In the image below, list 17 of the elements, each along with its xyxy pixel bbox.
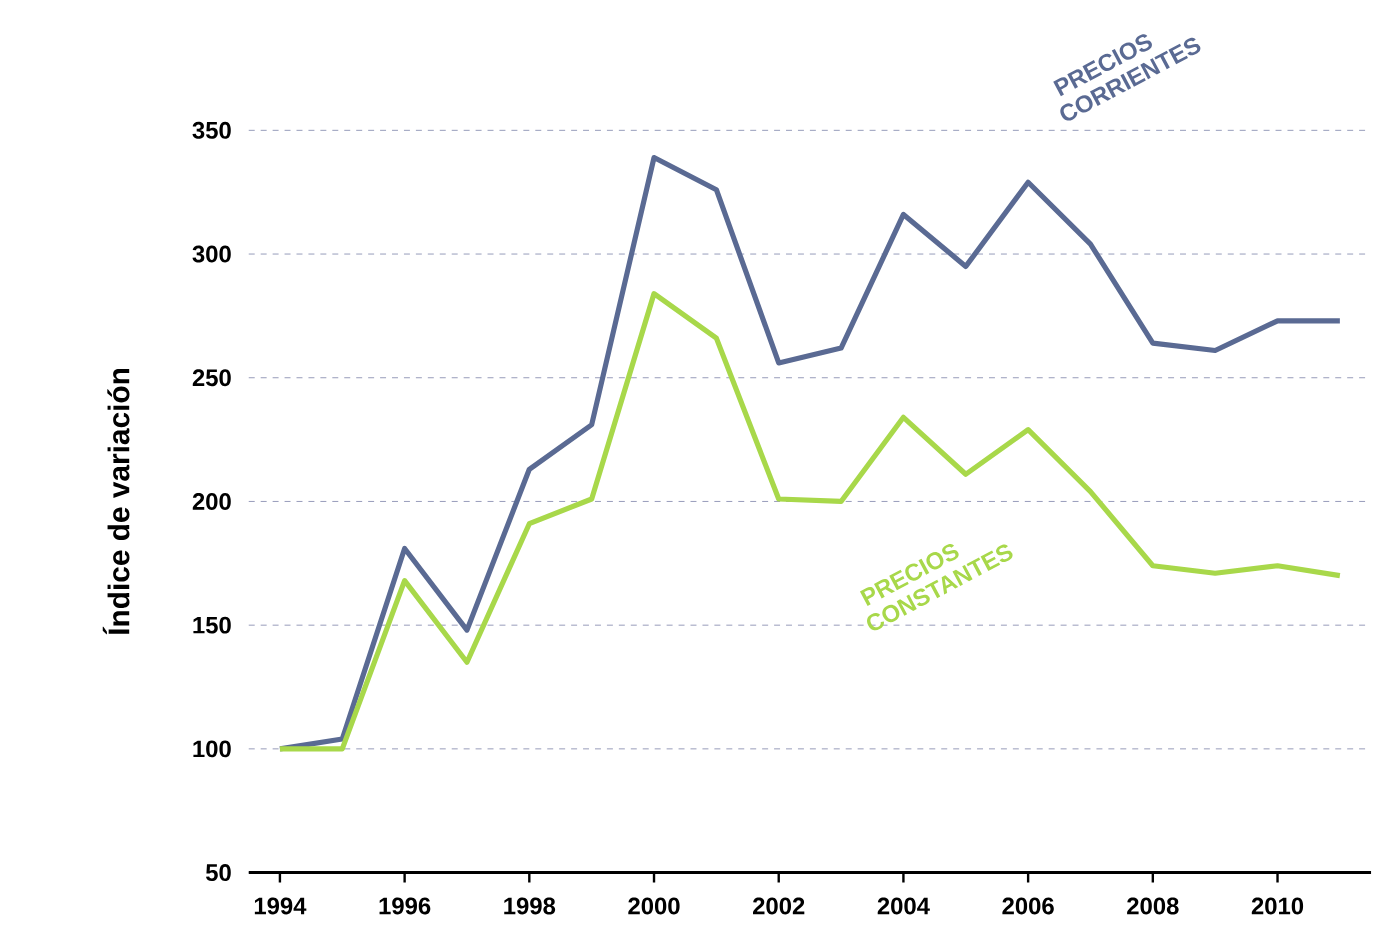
y-axis-title: Índice de variación — [102, 368, 130, 635]
x-tick-label: 2004 — [877, 897, 930, 915]
x-tick-label: 2010 — [1251, 897, 1304, 915]
x-tick-label: 1996 — [379, 897, 431, 915]
x-tick-label: 2000 — [628, 897, 680, 915]
x-tick-label: 2008 — [1127, 897, 1179, 915]
x-tick-label: 2006 — [1002, 897, 1054, 915]
x-tick-label: 1994 — [254, 897, 307, 915]
y-tick-label: 50 — [205, 863, 231, 881]
y-tick-label: 150 — [193, 616, 231, 634]
y-tick-label: 350 — [192, 121, 231, 139]
y-tick-label: 100 — [193, 740, 231, 758]
y-tick-label: 200 — [192, 492, 231, 510]
x-tick-label: 2002 — [753, 897, 805, 915]
x-tick-label: 1998 — [504, 897, 556, 915]
y-tick-label: 300 — [192, 245, 231, 263]
y-tick-label: 250 — [192, 369, 231, 387]
